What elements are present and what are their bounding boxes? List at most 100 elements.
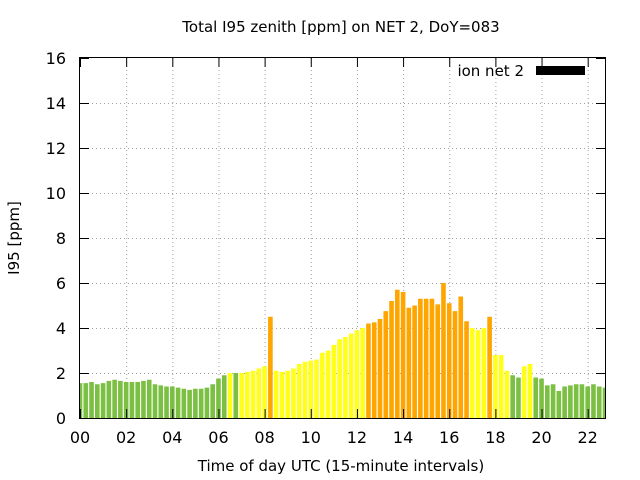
bar <box>80 383 83 418</box>
bar <box>596 386 602 418</box>
bar <box>337 339 342 418</box>
x-tick-label: 02 <box>116 428 136 447</box>
bar <box>568 385 573 418</box>
bar <box>487 316 492 418</box>
bar <box>470 328 475 418</box>
bar <box>273 370 279 418</box>
axis-ticks <box>80 58 605 419</box>
bar <box>579 384 585 418</box>
bar <box>187 389 192 418</box>
bar <box>250 370 256 418</box>
bar <box>452 311 458 418</box>
bar <box>406 307 412 418</box>
x-tick-label: 08 <box>254 428 274 447</box>
bar <box>331 344 337 418</box>
y-tick-label: 10 <box>46 184 66 203</box>
bar <box>233 373 239 418</box>
bar <box>348 333 354 418</box>
bar <box>123 382 129 418</box>
x-tick-label: 22 <box>578 428 598 447</box>
legend-label: ion net 2 <box>457 62 524 80</box>
bar <box>325 350 331 418</box>
bar <box>320 352 325 418</box>
y-tick-label: 4 <box>56 319 66 338</box>
x-tick-label: 14 <box>393 428 413 447</box>
bar <box>221 375 227 418</box>
bar <box>573 384 579 418</box>
legend: ion net 2 <box>457 62 585 80</box>
bar <box>498 355 504 418</box>
bar <box>216 378 221 418</box>
bar <box>360 328 365 418</box>
bar <box>135 382 140 418</box>
bar <box>602 387 605 418</box>
bar <box>377 319 383 418</box>
bar <box>412 305 417 418</box>
bar <box>556 391 562 418</box>
bar <box>112 379 117 418</box>
bar <box>118 380 123 418</box>
bar <box>527 364 533 418</box>
bar-series <box>80 283 605 418</box>
bar <box>141 380 146 418</box>
y-tick-label: 0 <box>56 409 66 428</box>
x-tick-label: 18 <box>485 428 505 447</box>
bar <box>366 323 371 418</box>
bar <box>129 382 135 418</box>
bar <box>441 283 446 418</box>
bar <box>164 386 169 418</box>
bar <box>521 366 527 418</box>
x-tick-labels: 00 02 04 06 08 10 12 14 16 18 20 22 <box>70 428 598 447</box>
y-tick-labels: 0 2 4 6 8 10 12 14 16 <box>46 49 66 428</box>
bar <box>481 328 487 418</box>
bar <box>158 385 164 418</box>
bar <box>210 384 215 418</box>
bar <box>562 386 567 418</box>
bar <box>418 298 423 418</box>
plot-frame <box>79 57 606 419</box>
bar <box>458 296 464 418</box>
bar <box>106 380 112 418</box>
bar <box>302 361 308 418</box>
bar <box>545 385 550 418</box>
bar <box>181 388 187 418</box>
bar <box>539 378 544 418</box>
x-tick-label: 06 <box>208 428 228 447</box>
bar <box>400 292 406 418</box>
x-tick-label: 20 <box>531 428 551 447</box>
bar <box>89 382 94 418</box>
bar <box>493 355 498 418</box>
bar <box>314 359 319 418</box>
bar <box>516 377 521 418</box>
bar <box>175 387 181 418</box>
bar <box>256 368 262 418</box>
bar <box>193 388 198 418</box>
bar <box>395 289 400 418</box>
bar <box>95 384 100 418</box>
y-axis-label: I95 [ppm] <box>5 201 23 275</box>
bar <box>279 371 285 418</box>
y-tick-label: 8 <box>56 229 66 248</box>
x-tick-label: 12 <box>347 428 367 447</box>
bar <box>510 375 515 418</box>
legend-swatch <box>536 66 585 75</box>
bar <box>146 379 152 418</box>
bar <box>464 321 469 418</box>
y-tick-label: 6 <box>56 274 66 293</box>
bar <box>550 384 556 418</box>
bar <box>262 366 267 418</box>
y-tick-label: 16 <box>46 49 66 68</box>
x-tick-label: 04 <box>162 428 182 447</box>
bar <box>389 301 394 418</box>
x-tick-label: 16 <box>439 428 459 447</box>
bar <box>504 370 510 418</box>
x-axis-label: Time of day UTC (15-minute intervals) <box>197 457 484 475</box>
x-tick-label: 00 <box>70 428 90 447</box>
bar <box>343 337 348 418</box>
bar <box>227 373 233 418</box>
x-tick-label: 10 <box>301 428 321 447</box>
bar <box>446 303 452 418</box>
bar <box>435 304 440 418</box>
bar <box>296 364 302 418</box>
